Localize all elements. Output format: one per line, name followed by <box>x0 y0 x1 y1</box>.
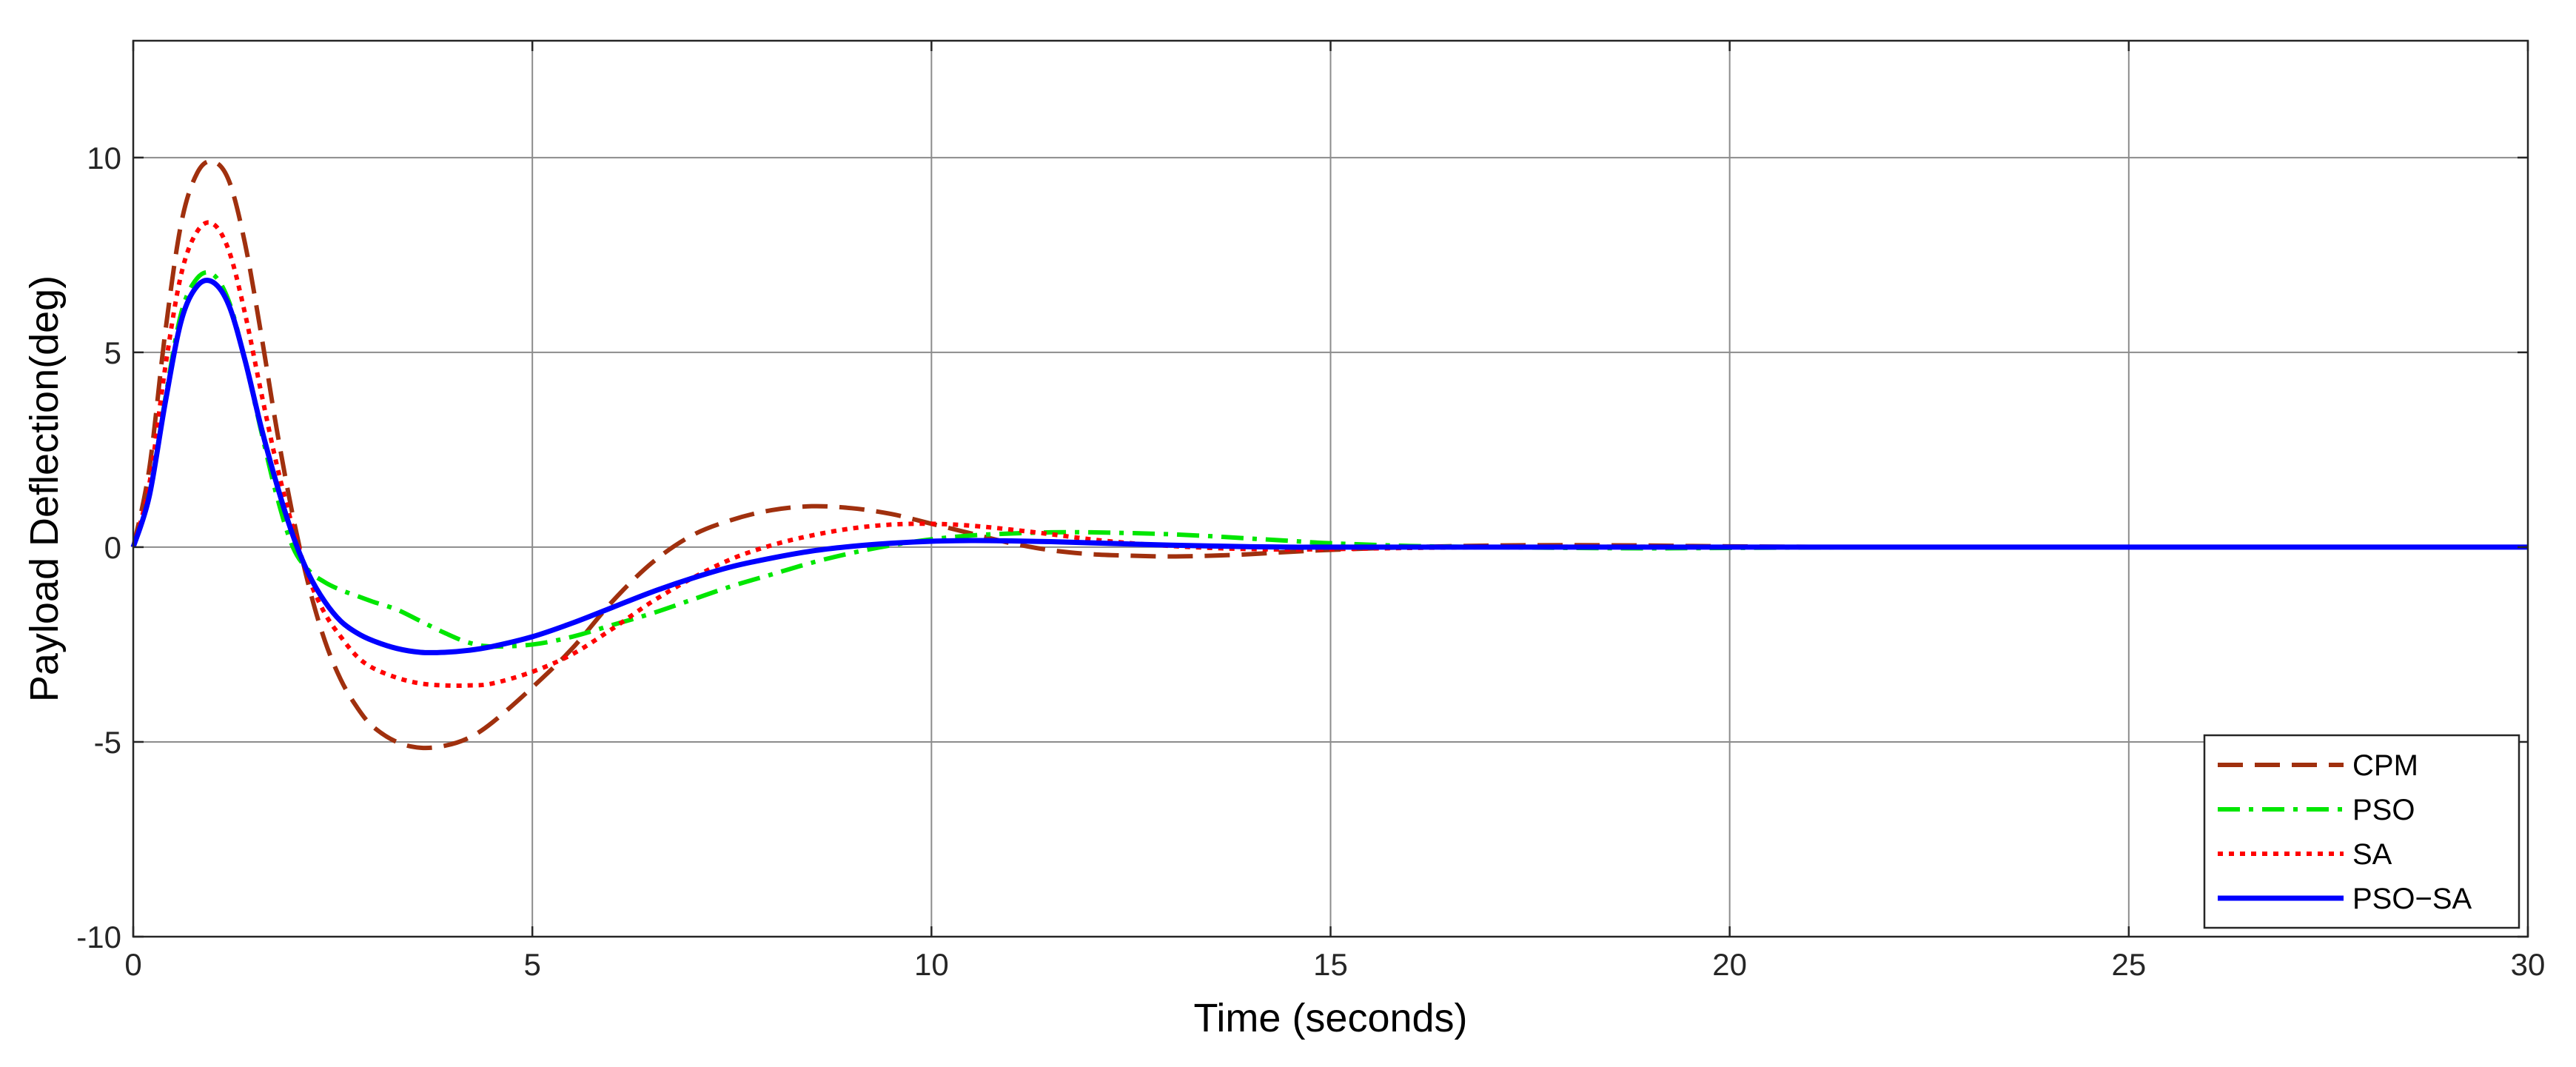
legend-label-pso: PSO <box>2352 794 2415 826</box>
series-line-pso-sa <box>130 278 2528 655</box>
y-tick-label: 10 <box>87 141 121 175</box>
legend-label-cpm: CPM <box>2352 749 2418 782</box>
y-tick-label: 5 <box>104 335 121 370</box>
x-tick-label: 30 <box>2511 947 2546 982</box>
legend: CPM PSO SA PSO−SA <box>2203 734 2520 929</box>
ticks: 0 5 10 15 20 25 30 -10 -5 0 5 10 <box>76 41 2545 982</box>
x-tick-label: 25 <box>2111 947 2146 982</box>
x-tick-label: 0 <box>124 947 141 982</box>
y-tick-label: -10 <box>76 920 121 954</box>
x-tick-label: 15 <box>1313 947 1348 982</box>
x-tick-label: 10 <box>914 947 949 982</box>
y-axis-label: Payload Deflection(deg) <box>22 275 67 702</box>
x-axis-label: Time (seconds) <box>1193 996 1467 1040</box>
series-lines <box>130 158 2528 751</box>
legend-label-sa: SA <box>2352 838 2392 871</box>
x-tick-label: 20 <box>1712 947 1747 982</box>
x-tick-label: 5 <box>523 947 540 982</box>
y-tick-label: 0 <box>104 530 121 565</box>
legend-label-pso-sa: PSO−SA <box>2352 883 2472 915</box>
y-tick-label: -5 <box>94 725 121 760</box>
